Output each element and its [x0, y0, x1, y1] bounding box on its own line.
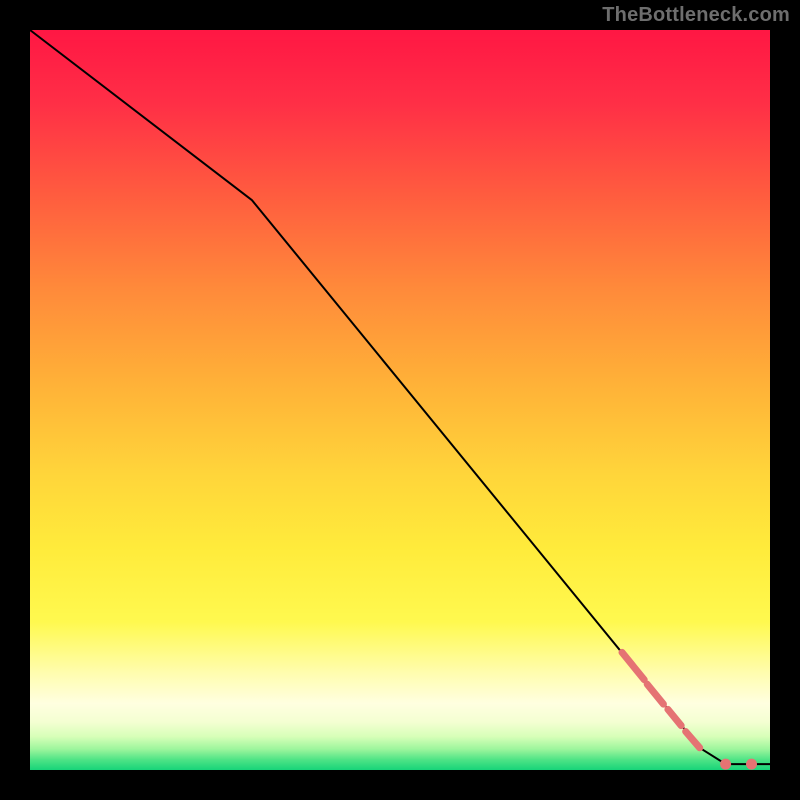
end-marker: [720, 759, 731, 770]
chart-stage: TheBottleneck.com: [0, 0, 800, 800]
gradient-background: [30, 30, 770, 770]
chart-svg: [0, 0, 800, 800]
watermark-text: TheBottleneck.com: [602, 4, 790, 27]
end-marker: [746, 759, 757, 770]
